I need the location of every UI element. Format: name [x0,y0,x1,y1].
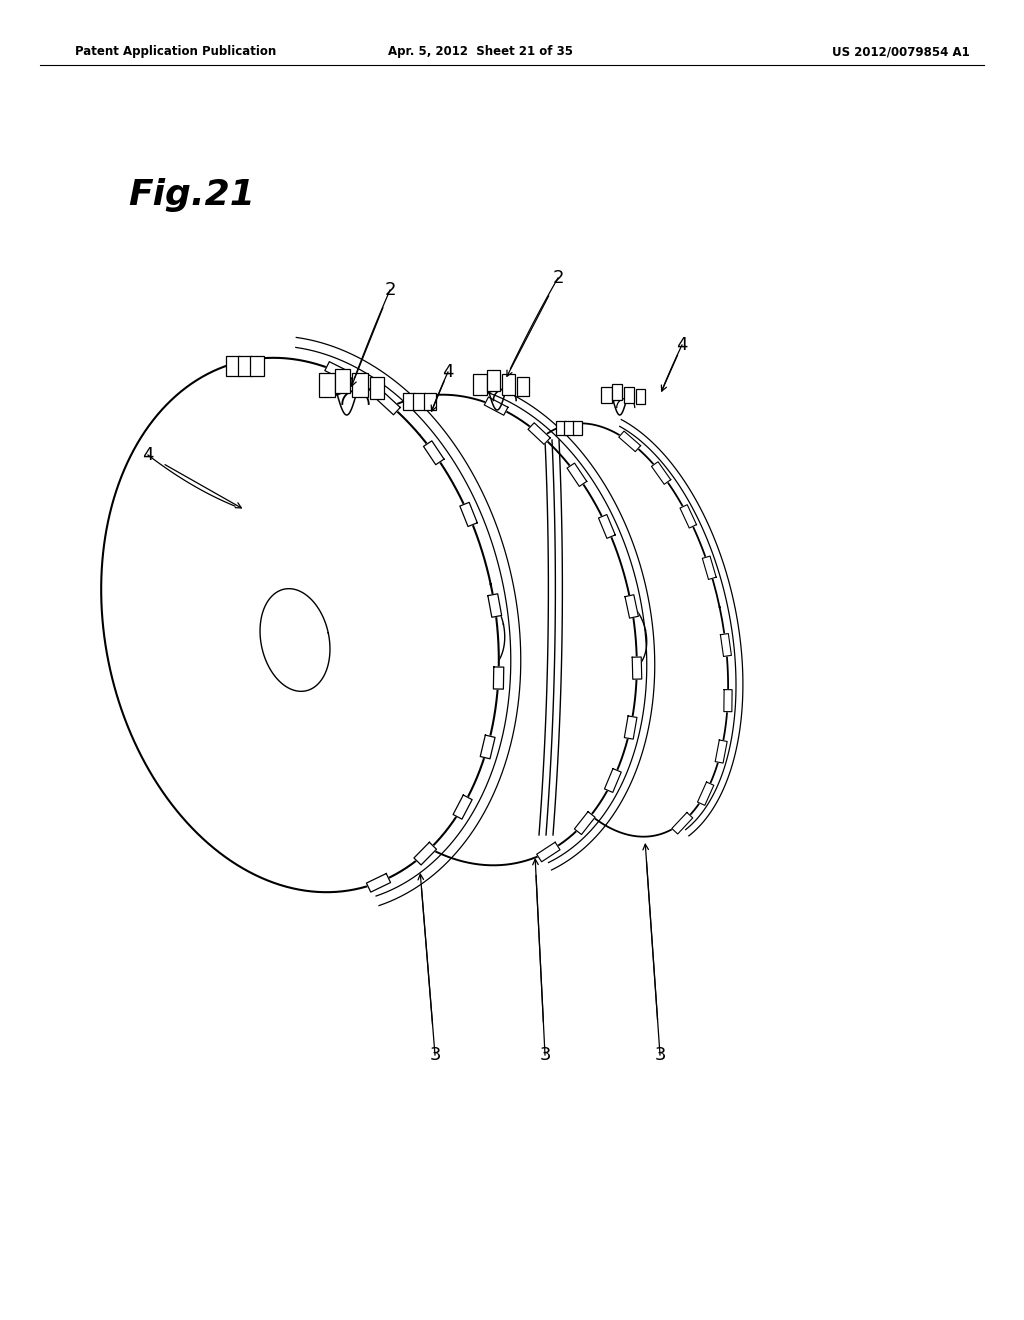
Polygon shape [721,634,731,656]
Polygon shape [377,392,400,414]
Bar [486,370,500,391]
Bar [352,374,368,397]
Text: 2: 2 [552,269,564,286]
Polygon shape [598,515,615,539]
Polygon shape [724,689,732,711]
Polygon shape [460,503,477,527]
Polygon shape [604,768,622,792]
Text: 4: 4 [142,446,154,465]
Bar [564,421,573,436]
Bar [601,387,611,403]
Polygon shape [453,795,472,820]
Bar [556,421,565,436]
Polygon shape [680,504,696,528]
Bar [424,393,435,411]
Polygon shape [494,667,504,689]
Text: 3: 3 [540,1045,551,1064]
Bar [473,374,486,395]
Polygon shape [651,462,671,484]
Text: Fig.21: Fig.21 [128,178,255,213]
Polygon shape [447,589,505,672]
Text: 3: 3 [654,1045,666,1064]
Polygon shape [101,358,499,892]
Bar [403,393,415,411]
Text: Apr. 5, 2012  Sheet 21 of 35: Apr. 5, 2012 Sheet 21 of 35 [387,45,572,58]
Bar [517,376,529,396]
Bar [414,393,425,411]
Polygon shape [715,741,727,763]
Bar [636,389,645,404]
Text: US 2012/0079854 A1: US 2012/0079854 A1 [833,45,970,58]
Polygon shape [574,812,595,834]
Text: 4: 4 [442,363,454,381]
Polygon shape [618,432,641,451]
Polygon shape [632,657,642,680]
Polygon shape [672,813,693,834]
Polygon shape [487,594,502,618]
Bar [250,356,264,376]
Polygon shape [625,595,638,618]
Polygon shape [601,601,647,669]
Bar [226,356,240,376]
Polygon shape [480,735,495,759]
Text: 3: 3 [429,1045,440,1064]
Bar [370,376,384,399]
Polygon shape [702,556,716,579]
Polygon shape [528,422,550,445]
Polygon shape [325,362,349,380]
Bar [611,384,622,400]
Bar [335,368,350,393]
Text: 4: 4 [676,337,688,354]
Bar [624,387,634,403]
Text: 2: 2 [384,281,395,300]
Polygon shape [496,424,728,837]
Bar [238,356,252,376]
Polygon shape [697,781,714,805]
Polygon shape [567,463,587,486]
Text: Patent Application Publication: Patent Application Publication [75,45,276,58]
Polygon shape [424,441,444,465]
Polygon shape [414,842,436,865]
Polygon shape [367,874,390,892]
Bar [572,421,583,436]
Polygon shape [537,842,560,862]
Polygon shape [484,397,508,416]
Polygon shape [625,715,637,739]
Bar [502,374,515,395]
Polygon shape [260,589,330,692]
Bar [319,374,335,397]
Polygon shape [299,395,637,866]
